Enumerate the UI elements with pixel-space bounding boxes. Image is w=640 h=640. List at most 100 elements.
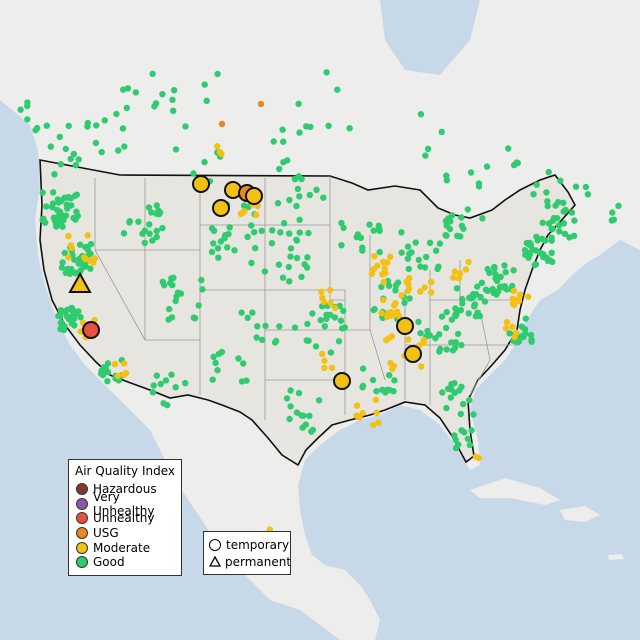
aqi-swatch-icon [76,556,88,569]
moderate-monitor-point [387,312,394,319]
good-monitor-point [275,261,283,268]
legend-label: Good [93,555,125,570]
moderate-monitor-point [382,269,389,277]
good-monitor-point [447,218,454,225]
good-monitor-point [79,260,86,267]
good-monitor-point [532,261,540,268]
good-monitor-point [291,324,299,331]
good-monitor-point [359,247,366,254]
moderate-monitor-point [405,281,412,288]
good-monitor-point [438,313,446,320]
good-monitor-point [500,284,507,291]
good-monitor-point [539,250,546,257]
moderate-monitor-point [509,295,516,302]
good-monitor-point [448,212,456,219]
good-monitor-point [422,152,429,159]
good-monitor-point [525,240,532,248]
good-monitor-point [182,123,189,130]
good-monitor-point [153,372,160,379]
good-monitor-point [73,191,81,198]
good-monitor-point [584,191,592,198]
good-monitor-point [272,337,280,345]
good-monitor-point [454,330,462,338]
good-monitor-point [386,387,394,394]
good-monitor-point [544,257,552,264]
good-monitor-point [417,111,425,118]
good-monitor-point [340,224,347,232]
good-monitor-point [159,91,166,98]
good-monitor-point [168,314,176,321]
good-monitor-point [73,208,80,215]
good-monitor-point [280,138,287,145]
good-monitor-point [238,309,245,316]
good-monitor-point [544,202,551,210]
good-monitor-point [67,195,74,202]
highlighted-monitor-temporary [192,175,210,193]
good-monitor-point [458,383,465,390]
hudson-bay [380,0,480,75]
good-monitor-point [280,159,287,166]
good-monitor-point [24,116,31,123]
good-monitor-point [145,204,153,211]
good-monitor-point [392,287,399,294]
aqi-swatch-icon [76,497,88,510]
good-monitor-point [296,229,303,236]
moderate-monitor-point [516,291,524,298]
moderate-monitor-point [84,232,91,239]
good-monitor-point [293,254,301,262]
good-monitor-point [101,117,109,124]
good-monitor-points [17,69,622,452]
good-monitor-point [337,317,345,324]
good-monitor-point [298,412,305,419]
good-monitor-point [459,400,467,408]
good-monitor-point [501,262,508,269]
good-monitor-point [335,338,343,345]
good-monitor-point [98,367,105,374]
moderate-monitor-point [406,275,413,282]
good-monitor-point [442,324,450,332]
good-monitor-point [240,360,247,367]
moderate-monitor-point [387,253,394,260]
good-monitor-point [286,230,293,237]
good-monitor-point [244,233,251,240]
moderate-monitor-point [450,274,457,281]
highlighted-monitor-permanent [68,271,92,293]
good-monitor-point [244,314,251,321]
moderate-monitor-point [327,300,334,307]
good-monitor-point [557,177,564,184]
good-monitor-point [378,283,385,291]
good-monitor-point [331,314,339,321]
good-monitor-point [327,349,335,356]
good-monitor-point [87,240,95,248]
good-monitor-point [392,282,400,289]
moderate-monitor-point [353,402,361,409]
good-monitor-point [279,274,287,281]
moderate-monitor-point [90,259,97,266]
good-monitor-point [293,237,301,244]
moderate-monitor-point [392,300,399,307]
good-monitor-point [153,233,160,241]
good-monitor-point [309,310,316,317]
moderate-monitor-point [405,336,412,343]
good-monitor-point [521,247,529,254]
good-monitor-point [521,326,529,333]
good-monitor-point [285,263,292,271]
good-monitor-point [286,415,293,423]
good-monitor-point [305,229,312,237]
good-monitor-point [470,411,477,418]
good-monitor-point [323,315,330,323]
highlighted-monitor-points [68,175,422,390]
good-monitor-point [376,225,383,233]
good-monitor-point [359,382,367,390]
good-monitor-point [522,330,529,338]
good-monitor-point [561,230,569,237]
good-monitor-point [146,230,153,237]
good-monitor-point [287,245,295,252]
good-monitor-point [47,143,54,150]
good-monitor-point [170,107,177,115]
good-monitor-point [510,267,517,274]
good-monitor-point [445,385,452,392]
good-monitor-point [248,222,255,229]
good-monitor-point [443,346,450,353]
legend-row-temporary: temporary [204,536,290,553]
